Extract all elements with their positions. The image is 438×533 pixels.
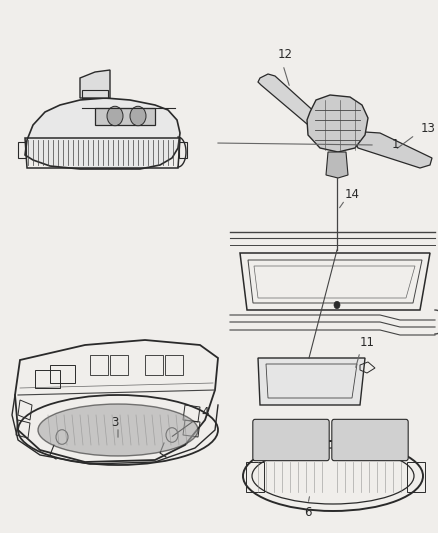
Polygon shape [356,132,432,168]
Circle shape [130,106,146,126]
Polygon shape [95,108,155,125]
Text: 4: 4 [201,407,209,419]
Polygon shape [258,358,365,405]
Text: 14: 14 [345,189,360,201]
FancyBboxPatch shape [253,419,329,461]
Text: 1: 1 [391,139,399,151]
Text: 3: 3 [111,416,119,429]
Polygon shape [326,152,348,178]
Circle shape [334,301,340,309]
Ellipse shape [38,404,198,456]
Polygon shape [258,74,318,124]
Circle shape [107,106,123,126]
Polygon shape [25,98,180,169]
Polygon shape [80,70,110,98]
Text: 12: 12 [278,49,293,61]
FancyBboxPatch shape [332,419,408,461]
Polygon shape [307,95,368,152]
Text: 6: 6 [304,505,312,519]
Text: 13: 13 [420,122,435,134]
Text: 11: 11 [360,336,374,350]
